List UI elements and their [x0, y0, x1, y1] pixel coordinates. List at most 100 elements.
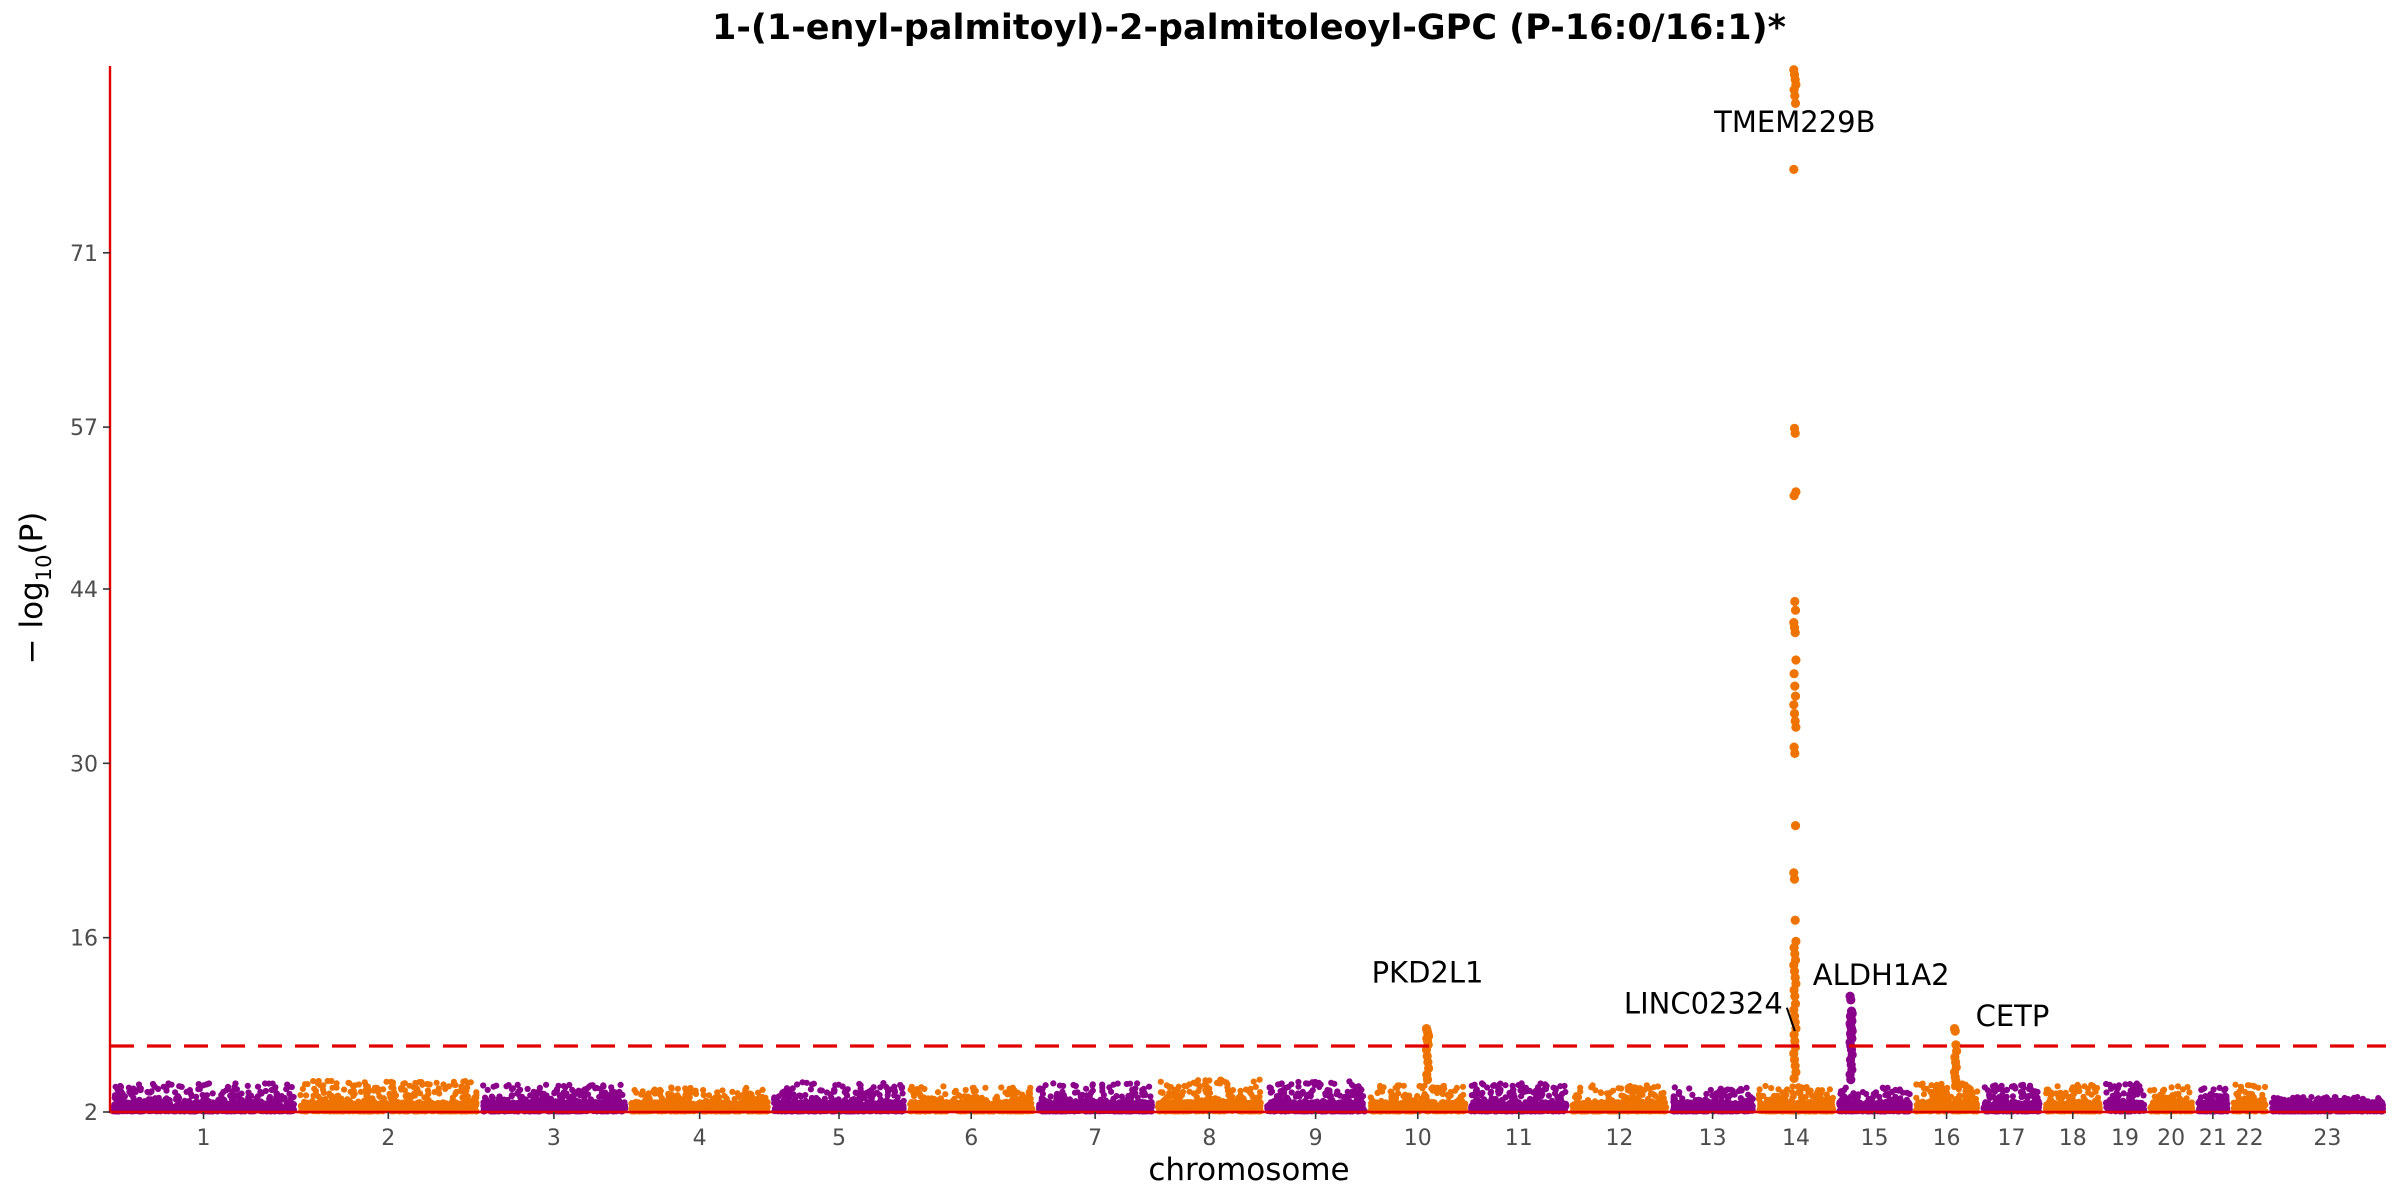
- snp-point: [386, 1090, 393, 1097]
- snp-point: [794, 1081, 801, 1088]
- snp-point: [514, 1100, 521, 1107]
- snp-point: [155, 1094, 162, 1101]
- chrom-3-points: [480, 1081, 629, 1115]
- snp-point: [551, 1101, 559, 1108]
- snp-point: [426, 1081, 433, 1088]
- snp-point: [573, 1099, 580, 1106]
- snp-point: [704, 1101, 711, 1108]
- snp-point: [891, 1092, 898, 1099]
- snp-point: [852, 1089, 860, 1097]
- snp-point: [555, 1082, 562, 1089]
- snp-point: [617, 1081, 624, 1088]
- snp-point: [759, 1086, 766, 1093]
- snp-point: [998, 1104, 1005, 1111]
- snp-point: [523, 1100, 530, 1107]
- snp-point: [1060, 1082, 1067, 1090]
- snp-point: [484, 1086, 491, 1093]
- chrom-6-points: [907, 1083, 1036, 1115]
- snp-point: [256, 1099, 264, 1106]
- snp-point: [543, 1081, 550, 1088]
- snp-point: [651, 1104, 658, 1111]
- snp-point: [563, 1090, 570, 1097]
- snp-point: [183, 1103, 190, 1110]
- snp-point: [304, 1081, 311, 1088]
- snp-point: [165, 1080, 172, 1087]
- snp-point: [907, 1086, 914, 1093]
- snp-point: [970, 1088, 977, 1095]
- snp-point: [176, 1099, 183, 1106]
- snp-point: [1083, 1085, 1090, 1092]
- snp-point: [1004, 1091, 1011, 1098]
- snp-point: [814, 1099, 821, 1107]
- snp-point: [1108, 1088, 1115, 1095]
- snp-point: [303, 1105, 310, 1112]
- snp-point: [252, 1100, 259, 1107]
- snp-point: [740, 1092, 748, 1099]
- snp-point: [490, 1083, 497, 1090]
- snp-point: [761, 1104, 768, 1111]
- snp-point: [148, 1100, 155, 1107]
- snp-point: [863, 1105, 870, 1112]
- chrom-7-points: [1035, 1080, 1155, 1115]
- snp-point: [700, 1091, 707, 1099]
- snp-point: [674, 1092, 681, 1099]
- snp-point: [163, 1087, 170, 1094]
- snp-point: [290, 1101, 297, 1108]
- snp-point: [899, 1090, 906, 1097]
- snp-point: [619, 1091, 626, 1098]
- snp-point: [842, 1087, 849, 1094]
- snp-point: [597, 1085, 604, 1092]
- chrom-1-points: [110, 1080, 298, 1115]
- snp-point: [463, 1100, 470, 1107]
- snp-point: [987, 1104, 994, 1111]
- snp-point: [490, 1104, 497, 1111]
- snp-point: [857, 1101, 864, 1108]
- snp-point: [514, 1081, 521, 1088]
- snp-point: [227, 1092, 234, 1099]
- snp-point: [433, 1079, 440, 1086]
- snp-point: [857, 1082, 864, 1089]
- snp-point: [320, 1086, 327, 1093]
- snp-point: [1039, 1090, 1046, 1098]
- snp-point: [884, 1089, 892, 1096]
- snp-point: [845, 1099, 852, 1106]
- snp-point: [1115, 1102, 1122, 1109]
- snp-point: [1139, 1090, 1146, 1097]
- snp-point: [508, 1092, 515, 1099]
- snp-point: [1086, 1092, 1093, 1099]
- snp-point: [829, 1102, 836, 1109]
- snp-point: [673, 1101, 681, 1108]
- snp-point: [374, 1085, 381, 1093]
- snp-point: [362, 1082, 370, 1089]
- snp-point: [863, 1089, 870, 1097]
- snp-point: [297, 1092, 304, 1099]
- snp-point: [310, 1078, 317, 1085]
- snp-point: [818, 1087, 826, 1094]
- snp-point: [710, 1104, 717, 1112]
- snp-point: [299, 1085, 306, 1092]
- snp-point: [404, 1105, 411, 1112]
- snp-point: [199, 1102, 206, 1109]
- snp-point: [1071, 1089, 1079, 1096]
- snp-point: [888, 1099, 895, 1106]
- snp-point: [345, 1079, 352, 1086]
- snp-point: [866, 1099, 873, 1106]
- snp-point: [714, 1089, 721, 1096]
- snp-point: [303, 1092, 310, 1099]
- snp-point: [943, 1099, 950, 1106]
- snp-point: [402, 1092, 409, 1099]
- snp-point: [460, 1078, 467, 1085]
- snp-point: [435, 1085, 442, 1092]
- snp-point: [496, 1093, 503, 1100]
- snp-point: [233, 1086, 241, 1093]
- snp-point: [365, 1099, 372, 1106]
- snp-point: [480, 1082, 487, 1089]
- snp-point: [235, 1092, 242, 1099]
- snp-point: [518, 1093, 526, 1100]
- snp-point: [357, 1088, 364, 1095]
- snp-point: [500, 1105, 507, 1112]
- snp-point: [744, 1104, 751, 1111]
- snp-point: [392, 1092, 400, 1099]
- snp-point: [896, 1103, 903, 1110]
